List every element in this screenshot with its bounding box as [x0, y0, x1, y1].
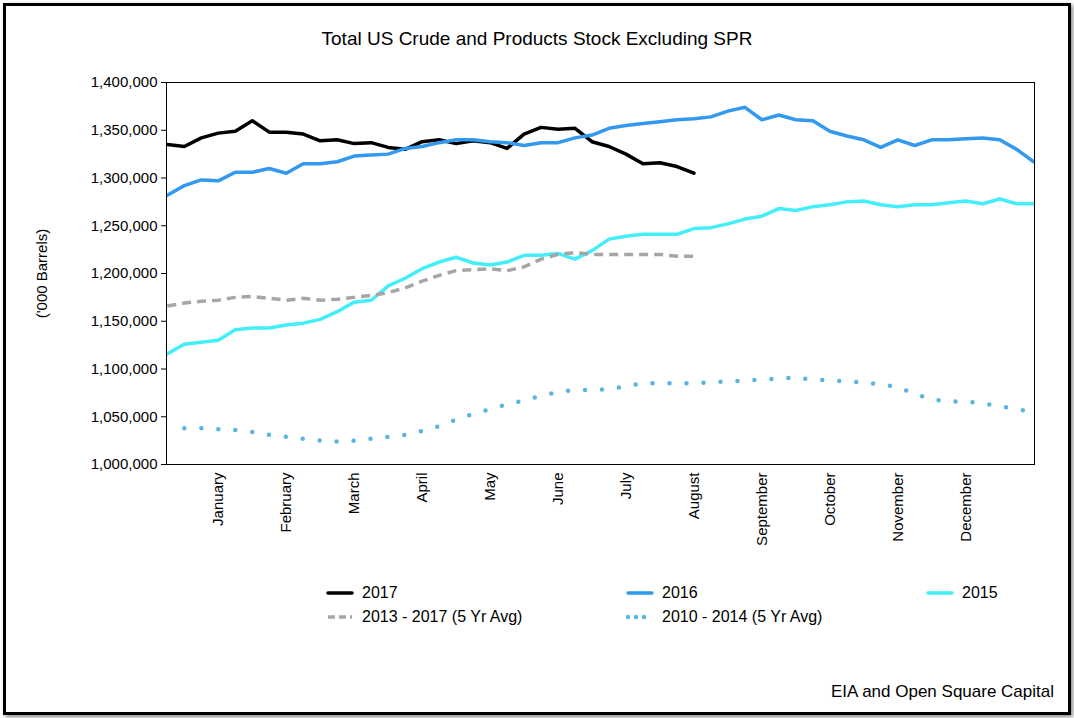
html-text:2016: 2016 [662, 584, 698, 601]
svg-text:1,050,000: 1,050,000 [91, 408, 158, 425]
svg-text:March: March [345, 473, 362, 515]
html-text:Total US Crude and Products St: Total US Crude and Products Stock Exclud… [321, 28, 753, 49]
svg-text:('000 Barrels): ('000 Barrels) [33, 229, 50, 319]
svg-text:November: November [889, 473, 906, 542]
html-text:EIA and Open Square Capital: EIA and Open Square Capital [831, 682, 1054, 701]
svg-text:1,350,000: 1,350,000 [91, 121, 158, 138]
svg-text:1,150,000: 1,150,000 [91, 312, 158, 329]
svg-text:April: April [413, 473, 430, 503]
svg-text:August: August [685, 472, 702, 520]
html-text:2010 - 2014 (5 Yr Avg): 2010 - 2014 (5 Yr Avg) [662, 608, 823, 625]
svg-text:September: September [753, 472, 770, 545]
svg-text:1,200,000: 1,200,000 [91, 264, 158, 281]
svg-text:1,250,000: 1,250,000 [91, 217, 158, 234]
html-text:2015: 2015 [962, 584, 998, 601]
svg-text:1,400,000: 1,400,000 [91, 73, 158, 90]
html-text:2017: 2017 [362, 584, 398, 601]
svg-text:1,000,000: 1,000,000 [91, 455, 158, 472]
svg-text:July: July [617, 472, 634, 499]
svg-text:October: October [821, 472, 838, 525]
svg-text:1,100,000: 1,100,000 [91, 360, 158, 377]
svg-text:May: May [481, 472, 498, 501]
html-text:2013 - 2017 (5 Yr Avg): 2013 - 2017 (5 Yr Avg) [362, 608, 523, 625]
svg-text:January: January [209, 472, 226, 526]
svg-text:February: February [277, 472, 294, 533]
svg-text:June: June [549, 473, 566, 506]
svg-text:1,300,000: 1,300,000 [91, 169, 158, 186]
svg-text:December: December [957, 473, 974, 542]
